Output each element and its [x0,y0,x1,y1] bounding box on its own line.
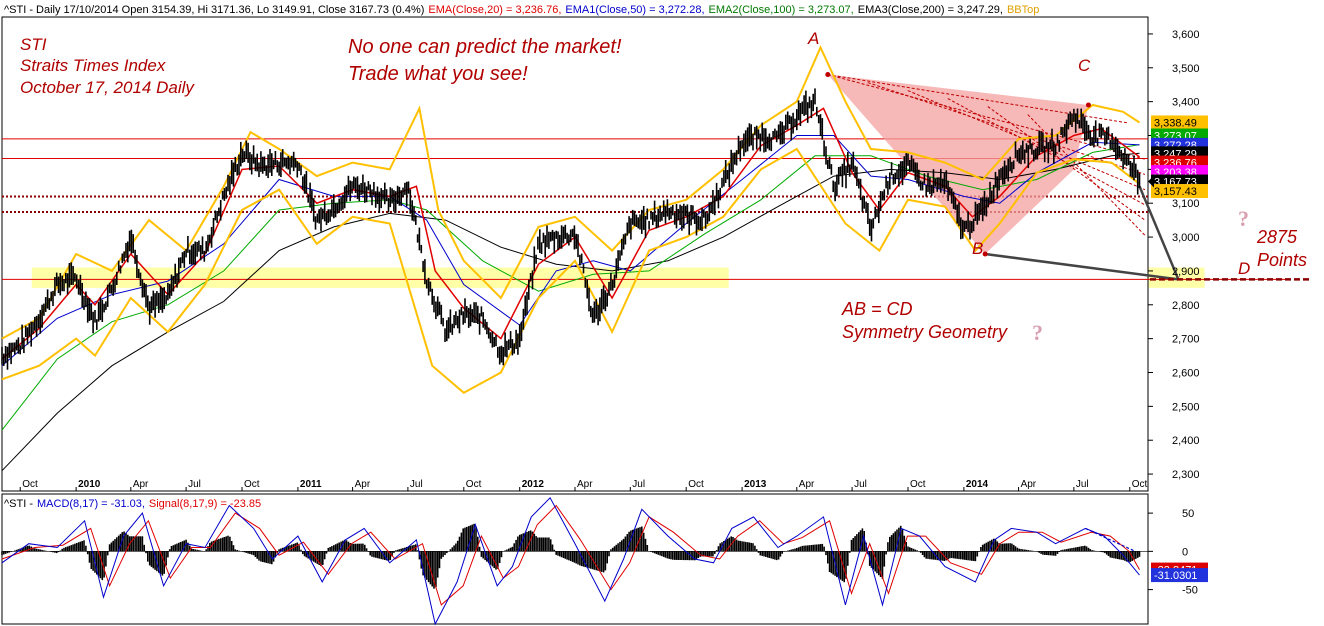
last-close-pointer [1148,175,1154,188]
last-value-badge-bg [1151,184,1208,199]
target-value-label: 2875 [1256,227,1298,247]
x-tick-label: Jul [632,479,645,490]
price-plot [1,45,1312,472]
y-tick-label: 2,800 [1172,300,1200,312]
last-value-badges: 3,338.493,273.073,272.283,247.293,236.76… [1148,115,1208,583]
series-ema2-close-100- [1,144,1140,431]
x-tick-label: 2014 [966,479,989,490]
macd-plot: -50 0 50 [1,496,1198,626]
macd-y-tick-label: 50 [1182,508,1194,520]
x-tick-label: Oct [22,479,38,490]
x-tick-label: 2013 [744,479,767,490]
slogan-line-1: No one can predict the market! [348,36,622,58]
price-bars [1,88,1141,370]
fan-line-3 [907,90,1146,191]
x-tick-label: Oct [466,479,482,490]
ab-wedge-fill [827,74,1089,254]
macd-header: ^STI - MACD(8,17) = -31.03, Signal(8,17,9)… [4,498,261,510]
fan-line-4 [947,98,1146,206]
ema50-legend: EMA1(Close,50) = 3,272.28, [565,4,704,16]
macd-line [1,496,1140,626]
signal-legend: Signal(8,17,9) = -23.85 [149,498,261,510]
x-tick-label: Apr [1021,479,1037,490]
series-bb-bottom [1,147,1141,395]
pattern-point-b [982,251,988,257]
macd-y-tick-label: -50 [1182,585,1198,597]
series-bbtop [1,45,1141,340]
question-mark-geometry: ? [1032,320,1043,345]
title-line-2: Straits Times Index [20,56,166,75]
fan-line-6 [1027,114,1146,236]
point-b-label: B [972,239,983,258]
x-tick-label: Oct [910,479,926,490]
bd-projection-line [984,252,1179,281]
price-header-prefix: ^STI - Daily 17/10/2014 Open 3154.39, Hi… [4,4,424,16]
macd-divergence-line [1085,527,1136,552]
question-mark-target: ? [1238,206,1249,231]
macd-last-value-badge-bg [1151,568,1208,583]
x-tick-label: Oct [1132,479,1148,490]
y-tick-label: 2,900 [1172,266,1200,278]
last-value-badge-bg [1151,115,1208,130]
title-line-1: STI [20,35,47,54]
x-tick-label: Jul [854,479,867,490]
last-value-badge: 3,157.43 [1154,186,1197,198]
price-header: ^STI - Daily 17/10/2014 Open 3154.39, Hi… [4,4,1039,16]
macd-y-tick-label: 0 [1182,546,1188,558]
x-tick-label: 2010 [78,479,101,490]
x-tick-label: Jul [1076,479,1089,490]
x-tick-label: Apr [133,479,149,490]
bbtop-legend: BBTop [1007,4,1039,16]
x-tick-label: 2011 [300,479,322,490]
fan-line-5 [987,106,1146,221]
y-tick-label: 3,400 [1172,97,1200,109]
pattern-point-a [825,72,831,78]
geometry-line-1: AB = CD [841,299,913,319]
y-tick-label: 3,500 [1172,63,1200,75]
ema20-legend: EMA(Close,20) = 3,236.76, [428,4,561,16]
x-tick-label: Apr [799,479,815,490]
point-a-label: A [807,29,819,48]
point-d-label: D [1238,259,1250,278]
y-tick-label: 3,000 [1172,232,1200,244]
y-tick-label: 2,600 [1172,368,1200,380]
target-unit-label: Points [1257,250,1307,270]
ema200-legend: EMA3(Close,200) = 3,247.29, [858,4,1003,16]
y-tick-label: 3,600 [1172,29,1200,41]
y-tick-label: 2,300 [1172,469,1200,481]
fan-line-2 [867,82,1146,175]
y-tick-label: 2,500 [1172,401,1200,413]
geometry-line-2: Symmetry Geometry [842,322,1008,342]
macd-header-prefix: ^STI - [4,498,33,510]
cd-projection-line [1138,185,1180,280]
y-tick-label: 3,100 [1172,198,1200,210]
slogan-line-2: Trade what you see! [348,63,528,85]
x-tick-label: Oct [244,479,260,490]
x-tick-label: Jul [410,479,423,490]
series-ema1-close-50- [1,135,1140,367]
point-c-label: C [1078,56,1091,75]
macd-legend: MACD(8,17) = -31.03, [37,498,145,510]
x-tick-label: Apr [355,479,371,490]
x-tick-label: Apr [577,479,593,490]
macd-last-value-badge: -31.0301 [1154,570,1197,582]
x-tick-label: Oct [688,479,704,490]
y-tick-label: 2,700 [1172,334,1200,346]
ema100-legend: EMA2(Close,100) = 3,273.07, [709,4,854,16]
pattern-point-c [1085,102,1091,108]
ac-trendline [827,74,1129,124]
y-tick-label: 2,400 [1172,435,1200,447]
x-tick-label: Jul [188,479,201,490]
title-line-3: October 17, 2014 Daily [20,78,195,97]
x-tick-label: 2012 [522,479,545,490]
last-value-badge: 3,338.49 [1154,117,1197,129]
